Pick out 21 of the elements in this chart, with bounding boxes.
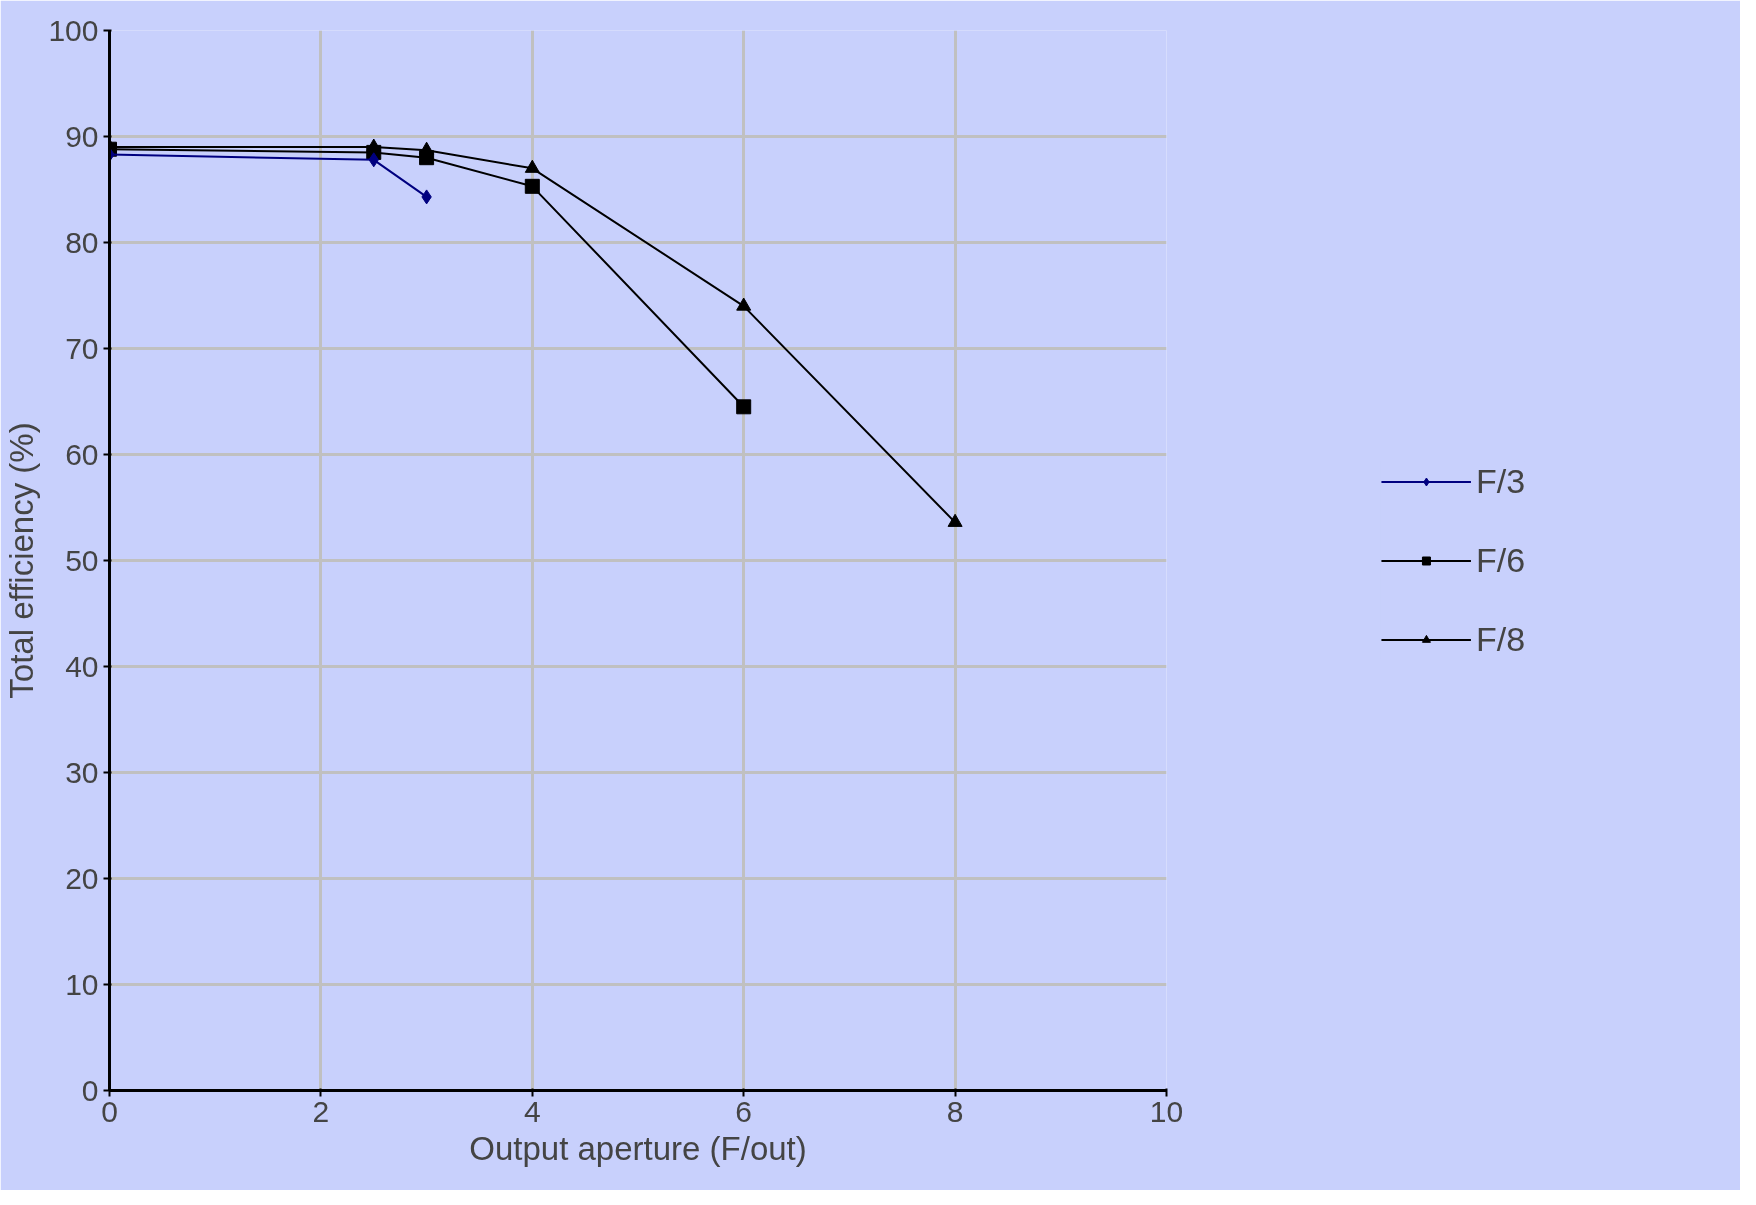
y-axis-title: Total efficiency (%) [3,422,41,699]
legend-label: F/3 [1475,461,1526,501]
x-tick-label: 10 [1149,1094,1184,1128]
y-tick-label: 10 [65,967,99,1001]
x-tick-label: 2 [312,1094,330,1128]
y-tick-label: 100 [48,13,99,47]
y-tick-label: 30 [65,755,99,789]
y-tick-label: 20 [65,861,99,895]
y-tick-label: 70 [65,331,99,365]
y-tick-label: 90 [65,119,99,153]
y-tick-label: 40 [65,649,99,683]
x-tick-label: 6 [735,1094,753,1128]
x-tick-label: 4 [523,1094,541,1128]
y-tick-label: 50 [65,543,99,577]
legend-label: F/8 [1475,619,1526,659]
y-tick-label: 80 [65,225,99,259]
x-axis-title: Output aperture (F/out) [469,1129,807,1167]
x-tick-label: 8 [946,1094,964,1128]
y-tick-label: 0 [81,1073,99,1107]
y-tick-label: 60 [65,437,99,471]
legend-label: F/6 [1475,540,1526,580]
